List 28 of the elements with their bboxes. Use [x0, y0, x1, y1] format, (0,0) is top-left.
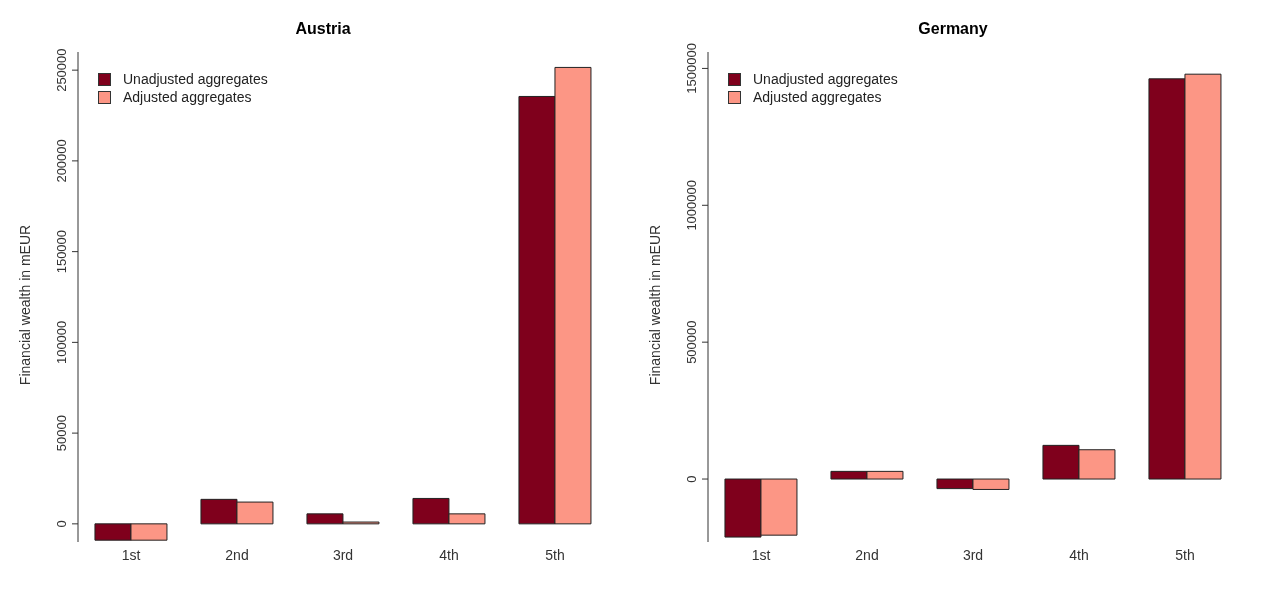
x-tick-label: 5th — [1175, 546, 1195, 563]
chart-title: Germany — [917, 20, 989, 38]
y-tick-label: 50000 — [54, 415, 69, 452]
x-tick-label: 1st — [121, 546, 141, 563]
x-tick-label: 5th — [545, 546, 565, 563]
legend-label: Adjusted aggregates — [753, 88, 882, 106]
legend-label: Unadjusted aggregates — [123, 70, 268, 88]
x-tick-label: 4th — [439, 546, 459, 563]
y-tick-label: 1500000 — [684, 43, 699, 94]
chart-title: Austria — [294, 20, 352, 38]
y-tick-label: 100000 — [54, 320, 69, 365]
legend-label: Unadjusted aggregates — [753, 70, 898, 88]
x-tick-label: 2nd — [225, 546, 249, 563]
x-tick-label: 3rd — [332, 546, 354, 563]
y-tick-label: 1000000 — [684, 179, 699, 231]
y-axis-title: Financial wealth in mEUR — [647, 224, 663, 386]
y-tick-label: 0 — [684, 475, 699, 483]
y-axis-title: Financial wealth in mEUR — [17, 224, 33, 386]
x-tick-label: 2nd — [855, 546, 879, 563]
x-tick-label: 1st — [751, 546, 771, 563]
x-tick-label: 3rd — [962, 546, 984, 563]
y-tick-label: 250000 — [54, 48, 69, 92]
y-tick-label: 150000 — [54, 229, 69, 274]
x-tick-label: 4th — [1069, 546, 1089, 563]
y-tick-label: 200000 — [54, 139, 69, 183]
legend-label: Adjusted aggregates — [123, 88, 252, 106]
y-tick-label: 500000 — [684, 320, 699, 364]
y-tick-label: 0 — [54, 520, 69, 528]
